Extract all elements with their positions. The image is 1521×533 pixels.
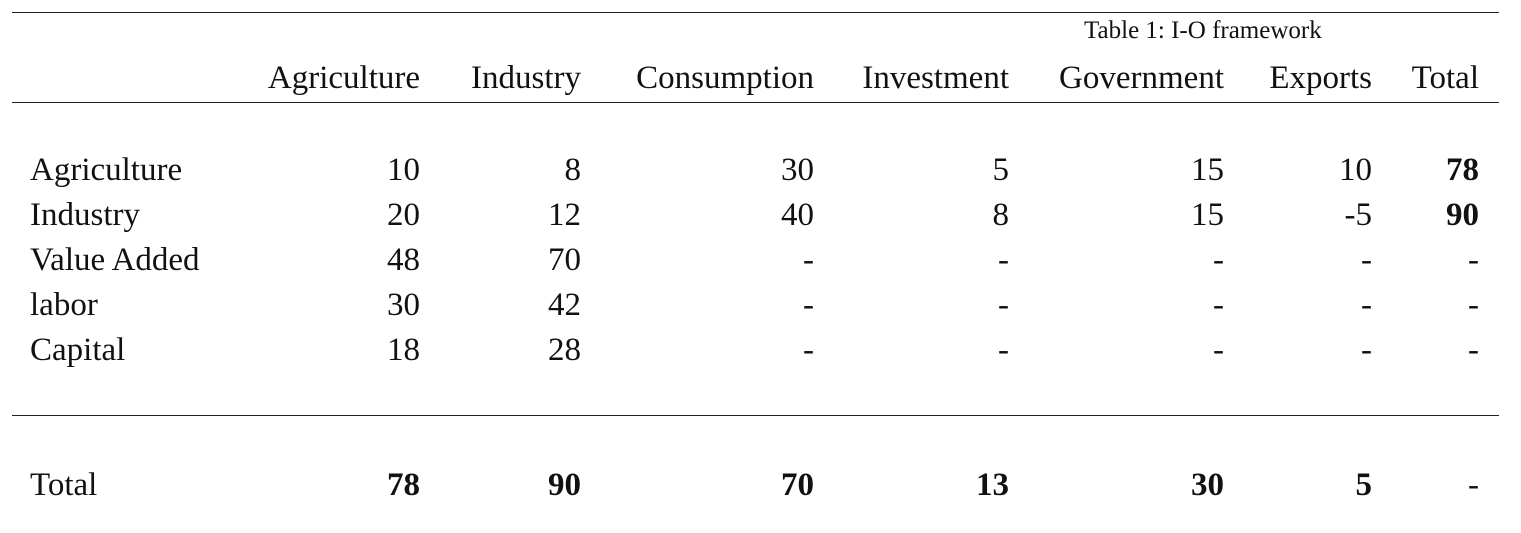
table-cell: 30: [387, 287, 420, 323]
total-cell: 70: [781, 467, 814, 503]
table-cell: 18: [387, 332, 420, 368]
column-header: Government: [1059, 60, 1224, 96]
row-label: Agriculture: [30, 152, 183, 188]
total-cell: 90: [548, 467, 581, 503]
column-header: Consumption: [636, 60, 814, 96]
table-cell: 8: [564, 152, 582, 188]
total-cell: 30: [1191, 467, 1224, 503]
table-cell: 90: [1446, 197, 1479, 233]
table-cell: -: [1468, 242, 1479, 278]
table-cell: 28: [548, 332, 581, 368]
row-label: Capital: [30, 332, 126, 368]
table-cell: 70: [548, 242, 581, 278]
table-cell: -: [1213, 332, 1224, 368]
table-cell: -: [803, 242, 814, 278]
table-cell: -: [1361, 332, 1372, 368]
header-rule: [12, 102, 1499, 104]
column-header: Agriculture: [267, 60, 420, 96]
column-header: Total: [1411, 60, 1479, 96]
table-cell: 30: [781, 152, 814, 188]
table-cell: 40: [781, 197, 814, 233]
table-cell: -: [803, 332, 814, 368]
row-label: labor: [30, 287, 98, 323]
table-cell: 48: [387, 242, 420, 278]
table-cell: -: [1361, 287, 1372, 323]
table-cell: 42: [548, 287, 581, 323]
total-cell: -: [1468, 467, 1479, 503]
table-cell: -: [1361, 242, 1372, 278]
total-cell: 78: [387, 467, 420, 503]
column-header: Exports: [1269, 60, 1372, 96]
total-row-label: Total: [30, 467, 98, 503]
table-cell: 8: [992, 197, 1010, 233]
table-cell: 12: [548, 197, 581, 233]
table-cell: -: [998, 287, 1009, 323]
total-cell: 13: [976, 467, 1009, 503]
column-header: Investment: [862, 60, 1009, 96]
top-rule: [12, 12, 1499, 14]
table-cell: -: [998, 332, 1009, 368]
table-cell: -: [1468, 287, 1479, 323]
table-caption: Table 1: I-O framework: [1084, 17, 1322, 44]
table-cell: -: [998, 242, 1009, 278]
table-cell: 20: [387, 197, 420, 233]
table-cell: -: [1468, 332, 1479, 368]
total-rule: [12, 415, 1499, 417]
row-label: Industry: [30, 197, 140, 233]
table-cell: 10: [1339, 152, 1372, 188]
table-cell: 10: [387, 152, 420, 188]
total-cell: 5: [1355, 467, 1373, 503]
table-cell: -: [1213, 242, 1224, 278]
table-cell: -5: [1344, 197, 1373, 233]
table-cell: -: [1213, 287, 1224, 323]
row-label: Value Added: [30, 242, 200, 278]
table-cell: 5: [992, 152, 1010, 188]
table-cell: 15: [1191, 152, 1224, 188]
table-cell: -: [803, 287, 814, 323]
column-header: Industry: [471, 60, 581, 96]
table-cell: 78: [1446, 152, 1479, 188]
table-cell: 15: [1191, 197, 1224, 233]
